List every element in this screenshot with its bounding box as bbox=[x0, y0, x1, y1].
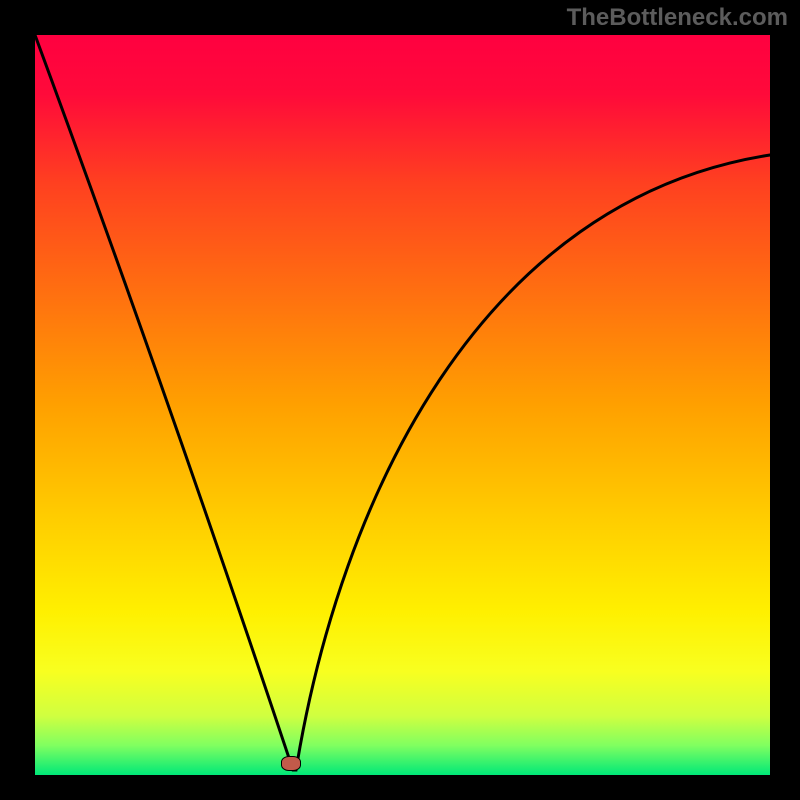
vertex-marker bbox=[281, 756, 301, 771]
bottleneck-curve bbox=[35, 35, 770, 770]
curve-overlay bbox=[0, 0, 800, 800]
attribution-text: TheBottleneck.com bbox=[567, 4, 788, 32]
chart-container: TheBottleneck.com bbox=[0, 0, 800, 800]
